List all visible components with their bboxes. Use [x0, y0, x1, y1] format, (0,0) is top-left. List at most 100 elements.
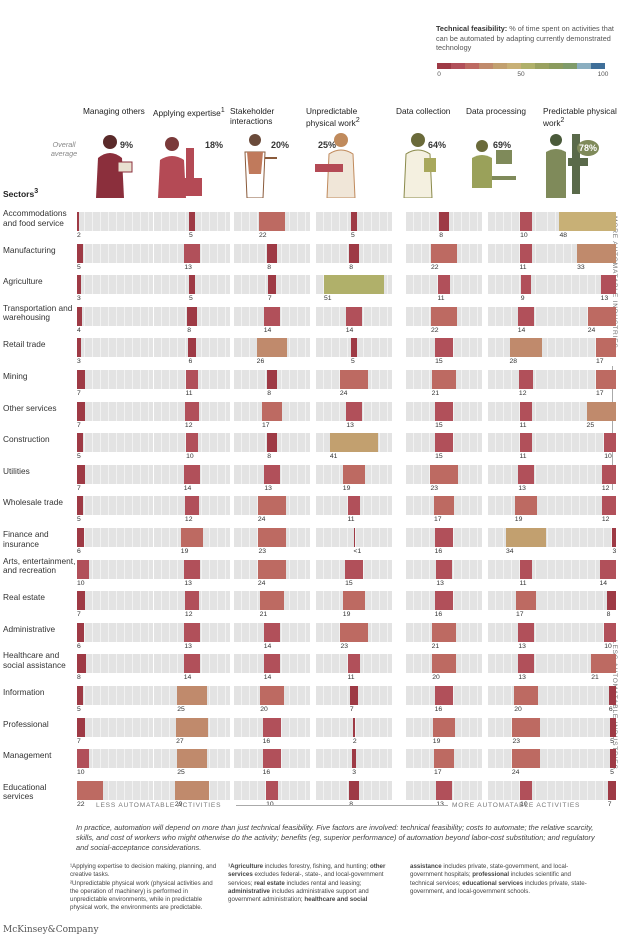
heatmap-bar — [257, 496, 287, 516]
heatmap-cell — [406, 338, 482, 358]
heatmap-cell — [316, 306, 392, 326]
heatmap-value-label: 15 — [435, 453, 443, 461]
heatmap-value-label: 5 — [189, 232, 193, 239]
heatmap-value-label: 48 — [559, 232, 568, 239]
heatmap-bar — [595, 338, 616, 358]
more-automatable-activities-label: MORE AUTOMATABLE ACTIVITIES — [452, 802, 581, 809]
heatmap-cell — [540, 338, 616, 358]
heatmap-value-label: 14 — [183, 674, 192, 682]
heatmap-value-label: 19 — [342, 611, 351, 619]
heatmap-cell — [406, 243, 482, 263]
legend-tick-50: 50 — [517, 71, 525, 78]
fn-text: excludes federal-, state-, and local-gov… — [228, 871, 384, 887]
heatmap-value-label: 7 — [349, 706, 354, 713]
sector-label: Management — [3, 750, 52, 761]
heatmap-bar — [431, 243, 457, 263]
waiter-figure-icon — [244, 134, 277, 198]
heatmap-cell — [406, 275, 482, 295]
heatmap-cell — [406, 528, 482, 547]
heatmap-value-label: 22 — [431, 326, 439, 334]
heatmap-bar — [185, 370, 199, 389]
heatmap-bar — [263, 654, 281, 674]
heatmap-bar — [509, 338, 543, 358]
heatmap-bar — [267, 433, 277, 453]
heatmap-bar — [267, 275, 277, 295]
heatmap-bar — [259, 591, 285, 611]
heatmap-cell — [77, 654, 153, 674]
fn-text: includes private, state-government, and … — [410, 863, 569, 879]
overall-pct-managing-others: 9% — [120, 140, 133, 150]
heatmap-bar — [186, 433, 198, 453]
heatmap-bar — [187, 306, 197, 326]
overall-pct-data-processing: 69% — [493, 140, 511, 150]
heatmap-cell — [154, 496, 230, 516]
heatmap-bar — [77, 528, 85, 547]
data-processor-figure-icon — [472, 140, 516, 188]
heatmap-bar — [184, 591, 200, 611]
heatmap-cell — [406, 464, 482, 484]
column-header-unpredictable-physical-work: Unpredictable physical work2 — [306, 106, 386, 129]
heatmap-value-label: 21 — [431, 642, 440, 650]
heatmap-bar — [256, 338, 288, 358]
heatmap-bar — [77, 780, 103, 800]
heatmap-value-label: 28 — [509, 358, 518, 366]
heatmap-cell — [316, 338, 392, 358]
scientist-figure-icon — [158, 137, 202, 198]
heatmap-bar — [77, 622, 85, 642]
heatmap-cell — [234, 749, 310, 769]
heatmap-cell — [406, 717, 482, 737]
heatmap-value-label: 7 — [77, 737, 81, 745]
heatmap-value-label: 5 — [610, 769, 614, 777]
heatmap-bar — [77, 464, 86, 484]
heatmap-value-label: 10 — [604, 453, 612, 461]
heatmap-bar — [610, 749, 616, 769]
legend-description: Technical feasibility: % of time spent o… — [436, 24, 616, 53]
heatmap-cell — [540, 717, 616, 737]
heatmap-bar — [77, 749, 89, 769]
heatmap-cell — [154, 338, 230, 358]
heatmap-value-label: 17 — [595, 358, 604, 366]
heatmap-value-label: 8 — [187, 326, 192, 334]
heatmap-value-label: 17 — [515, 611, 524, 619]
heatmap-value-label: 11 — [519, 263, 527, 271]
heatmap-cell — [77, 212, 153, 231]
heatmap-cell — [234, 780, 310, 800]
column-footnote-mark: 1 — [220, 107, 225, 114]
heatmap-bar — [431, 306, 457, 326]
heatmap-cell — [406, 559, 482, 579]
heatmap-cell — [540, 370, 616, 389]
heatmap-cell — [77, 622, 153, 642]
heatmap-bar — [435, 401, 453, 421]
column-header-applying-expertise: Applying expertise1 — [153, 107, 233, 119]
heatmap-bar — [262, 749, 282, 769]
heatmap-cell — [316, 370, 392, 389]
heatmap-cell — [77, 686, 153, 705]
column-label: Managing others — [83, 106, 145, 116]
heatmap-value-label: 14 — [263, 674, 272, 682]
heatmap-bar — [436, 780, 452, 800]
heatmap-cell — [154, 591, 230, 611]
heatmap-cell — [316, 749, 392, 769]
heatmap-bar — [512, 717, 540, 737]
sector-label: Manufacturing — [3, 244, 56, 255]
heatmap-value-label: 8 — [267, 390, 272, 397]
heatmap-bar — [77, 243, 83, 263]
heatmap-bar — [352, 717, 356, 737]
heatmap-value-label: 5 — [610, 737, 614, 745]
heatmap-value-label: <1 — [353, 548, 362, 555]
heatmap-cell — [540, 654, 616, 674]
heatmap-value-label: 19 — [180, 548, 189, 555]
heatmap-value-label: 13 — [436, 801, 444, 808]
heatmap-cell — [540, 401, 616, 421]
heatmap-value-label: 25 — [586, 421, 595, 429]
heatmap-cell — [77, 780, 153, 800]
heatmap-value-label: 26 — [256, 358, 265, 366]
heatmap-cell — [77, 464, 153, 484]
fn-term: assistance — [410, 863, 442, 870]
heatmap-bar — [518, 654, 534, 674]
heatmap-bar — [77, 338, 81, 358]
heatmap-value-label: 8 — [606, 611, 611, 619]
heatmap-bar — [520, 275, 532, 295]
heatmap-cell — [406, 370, 482, 389]
heatmap-bar — [346, 401, 362, 421]
